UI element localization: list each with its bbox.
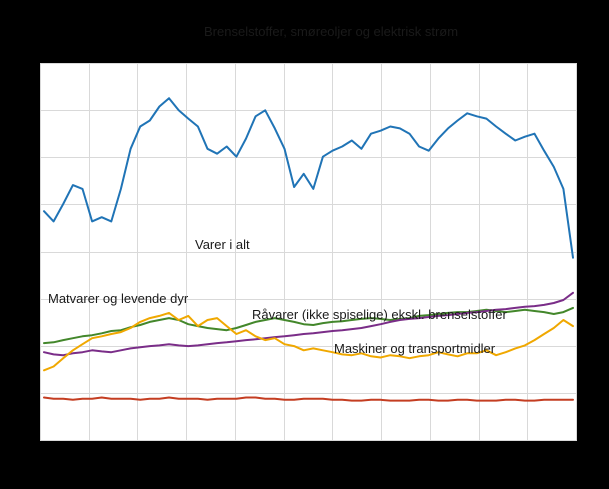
annotation-ravarer: Råvarer (ikke spiselige) ekskl. brensels… [252, 307, 507, 322]
gridlines [40, 63, 577, 441]
series-line-brenselstoffer [43, 97, 574, 259]
series-line-matvarer [43, 291, 574, 357]
plot-area [40, 63, 577, 441]
line-chart [40, 63, 577, 441]
annotation-maskiner: Maskiner og transportmidler [334, 341, 496, 356]
annotation-matvarer: Matvarer og levende dyr [48, 291, 189, 306]
annotation-brenselstoffer: Brenselstoffer, smøreoljer og elektrisk … [204, 24, 459, 39]
series-line-ravarer [43, 311, 574, 372]
annotation-varer-i-alt: Varer i alt [195, 237, 250, 252]
series-line-maskiner [43, 396, 574, 402]
